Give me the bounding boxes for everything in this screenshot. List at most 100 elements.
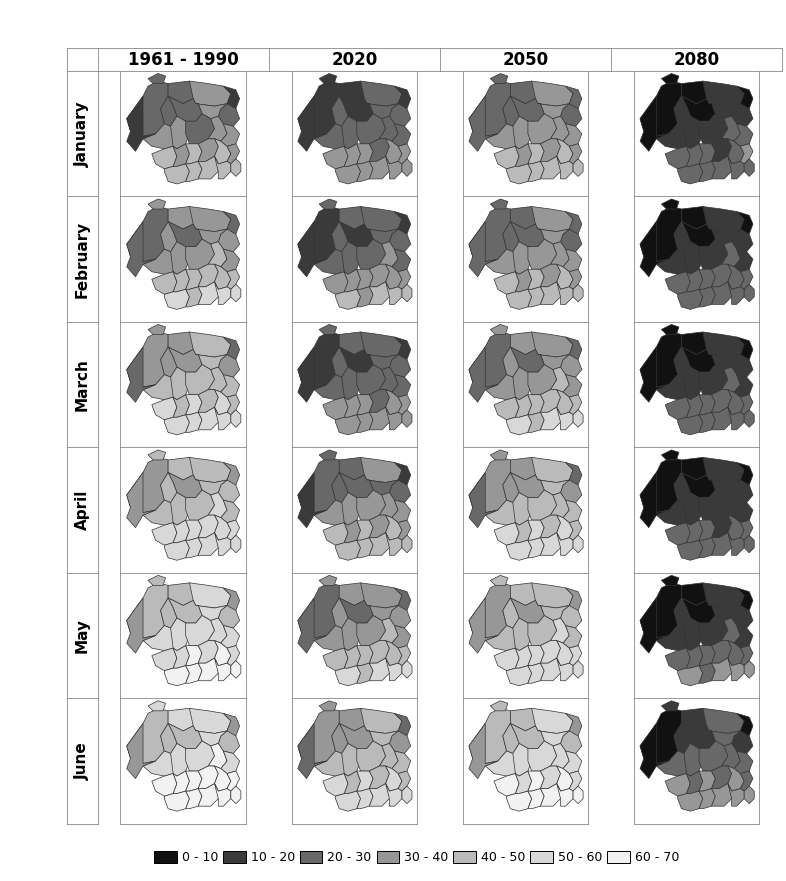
Polygon shape bbox=[340, 347, 373, 372]
Polygon shape bbox=[699, 365, 728, 395]
Polygon shape bbox=[389, 731, 411, 753]
Polygon shape bbox=[127, 723, 156, 779]
Polygon shape bbox=[531, 708, 573, 733]
Polygon shape bbox=[674, 347, 690, 377]
Polygon shape bbox=[173, 395, 189, 418]
Polygon shape bbox=[389, 104, 411, 126]
Polygon shape bbox=[528, 412, 544, 433]
Polygon shape bbox=[665, 271, 690, 294]
Polygon shape bbox=[386, 783, 402, 806]
Polygon shape bbox=[127, 206, 168, 262]
Polygon shape bbox=[369, 658, 389, 681]
Polygon shape bbox=[389, 354, 411, 377]
Polygon shape bbox=[711, 533, 732, 555]
Polygon shape bbox=[699, 771, 715, 791]
Polygon shape bbox=[640, 347, 669, 403]
Polygon shape bbox=[563, 123, 582, 146]
Polygon shape bbox=[399, 771, 411, 791]
Polygon shape bbox=[369, 533, 389, 555]
Legend: 0 - 10, 10 - 20, 20 - 30, 30 - 40, 40 - 50, 50 - 60, 60 - 70: 0 - 10, 10 - 20, 20 - 30, 30 - 40, 40 - … bbox=[154, 850, 679, 864]
Polygon shape bbox=[560, 731, 582, 753]
Polygon shape bbox=[722, 241, 740, 267]
Polygon shape bbox=[231, 285, 241, 302]
Polygon shape bbox=[168, 472, 202, 498]
Polygon shape bbox=[734, 500, 753, 522]
Polygon shape bbox=[736, 588, 753, 613]
Polygon shape bbox=[189, 583, 231, 608]
Polygon shape bbox=[369, 783, 389, 806]
Polygon shape bbox=[678, 666, 703, 685]
Polygon shape bbox=[560, 480, 582, 502]
Polygon shape bbox=[342, 241, 361, 274]
Polygon shape bbox=[208, 618, 227, 643]
Polygon shape bbox=[528, 788, 544, 809]
Polygon shape bbox=[399, 144, 411, 164]
Polygon shape bbox=[681, 96, 715, 122]
Polygon shape bbox=[361, 583, 402, 608]
Polygon shape bbox=[160, 472, 177, 502]
Polygon shape bbox=[569, 771, 582, 791]
Polygon shape bbox=[395, 463, 411, 487]
Polygon shape bbox=[215, 389, 231, 415]
Polygon shape bbox=[198, 766, 219, 788]
Polygon shape bbox=[392, 751, 411, 774]
Polygon shape bbox=[744, 410, 755, 427]
Polygon shape bbox=[164, 791, 189, 811]
Polygon shape bbox=[367, 605, 399, 620]
Polygon shape bbox=[143, 751, 177, 776]
Polygon shape bbox=[516, 144, 531, 167]
Polygon shape bbox=[298, 81, 340, 137]
Polygon shape bbox=[711, 783, 732, 806]
Polygon shape bbox=[164, 289, 189, 309]
Polygon shape bbox=[357, 537, 373, 558]
Polygon shape bbox=[510, 708, 538, 731]
Polygon shape bbox=[661, 324, 679, 335]
Polygon shape bbox=[541, 282, 560, 304]
Polygon shape bbox=[711, 515, 732, 537]
Polygon shape bbox=[569, 646, 582, 666]
Polygon shape bbox=[185, 412, 202, 433]
Polygon shape bbox=[196, 229, 227, 244]
Polygon shape bbox=[528, 270, 544, 289]
Polygon shape bbox=[357, 412, 373, 433]
Polygon shape bbox=[198, 264, 219, 287]
Polygon shape bbox=[469, 598, 498, 653]
Polygon shape bbox=[538, 605, 569, 620]
Polygon shape bbox=[678, 289, 703, 309]
Polygon shape bbox=[640, 598, 669, 653]
Polygon shape bbox=[541, 783, 560, 806]
Polygon shape bbox=[728, 282, 744, 304]
Polygon shape bbox=[389, 480, 411, 502]
Polygon shape bbox=[323, 146, 348, 169]
Polygon shape bbox=[314, 123, 348, 149]
Polygon shape bbox=[709, 605, 740, 620]
Polygon shape bbox=[541, 515, 560, 537]
Polygon shape bbox=[392, 626, 411, 648]
Polygon shape bbox=[314, 500, 348, 525]
Polygon shape bbox=[507, 791, 531, 811]
Polygon shape bbox=[711, 139, 732, 161]
Polygon shape bbox=[640, 723, 669, 779]
Polygon shape bbox=[740, 771, 753, 791]
Polygon shape bbox=[512, 116, 531, 149]
Polygon shape bbox=[215, 156, 231, 179]
Polygon shape bbox=[319, 199, 336, 209]
Polygon shape bbox=[485, 500, 519, 525]
Polygon shape bbox=[573, 410, 583, 427]
Polygon shape bbox=[323, 648, 348, 670]
Polygon shape bbox=[681, 472, 715, 498]
Polygon shape bbox=[531, 583, 573, 608]
Polygon shape bbox=[215, 139, 231, 164]
Polygon shape bbox=[402, 410, 412, 427]
Polygon shape bbox=[656, 374, 690, 400]
Polygon shape bbox=[152, 397, 177, 419]
Polygon shape bbox=[357, 114, 386, 144]
Polygon shape bbox=[665, 522, 690, 545]
Polygon shape bbox=[298, 222, 327, 277]
Polygon shape bbox=[386, 515, 402, 540]
Polygon shape bbox=[684, 241, 703, 274]
Polygon shape bbox=[198, 658, 219, 681]
Polygon shape bbox=[392, 123, 411, 146]
Polygon shape bbox=[566, 86, 582, 111]
Polygon shape bbox=[566, 588, 582, 613]
